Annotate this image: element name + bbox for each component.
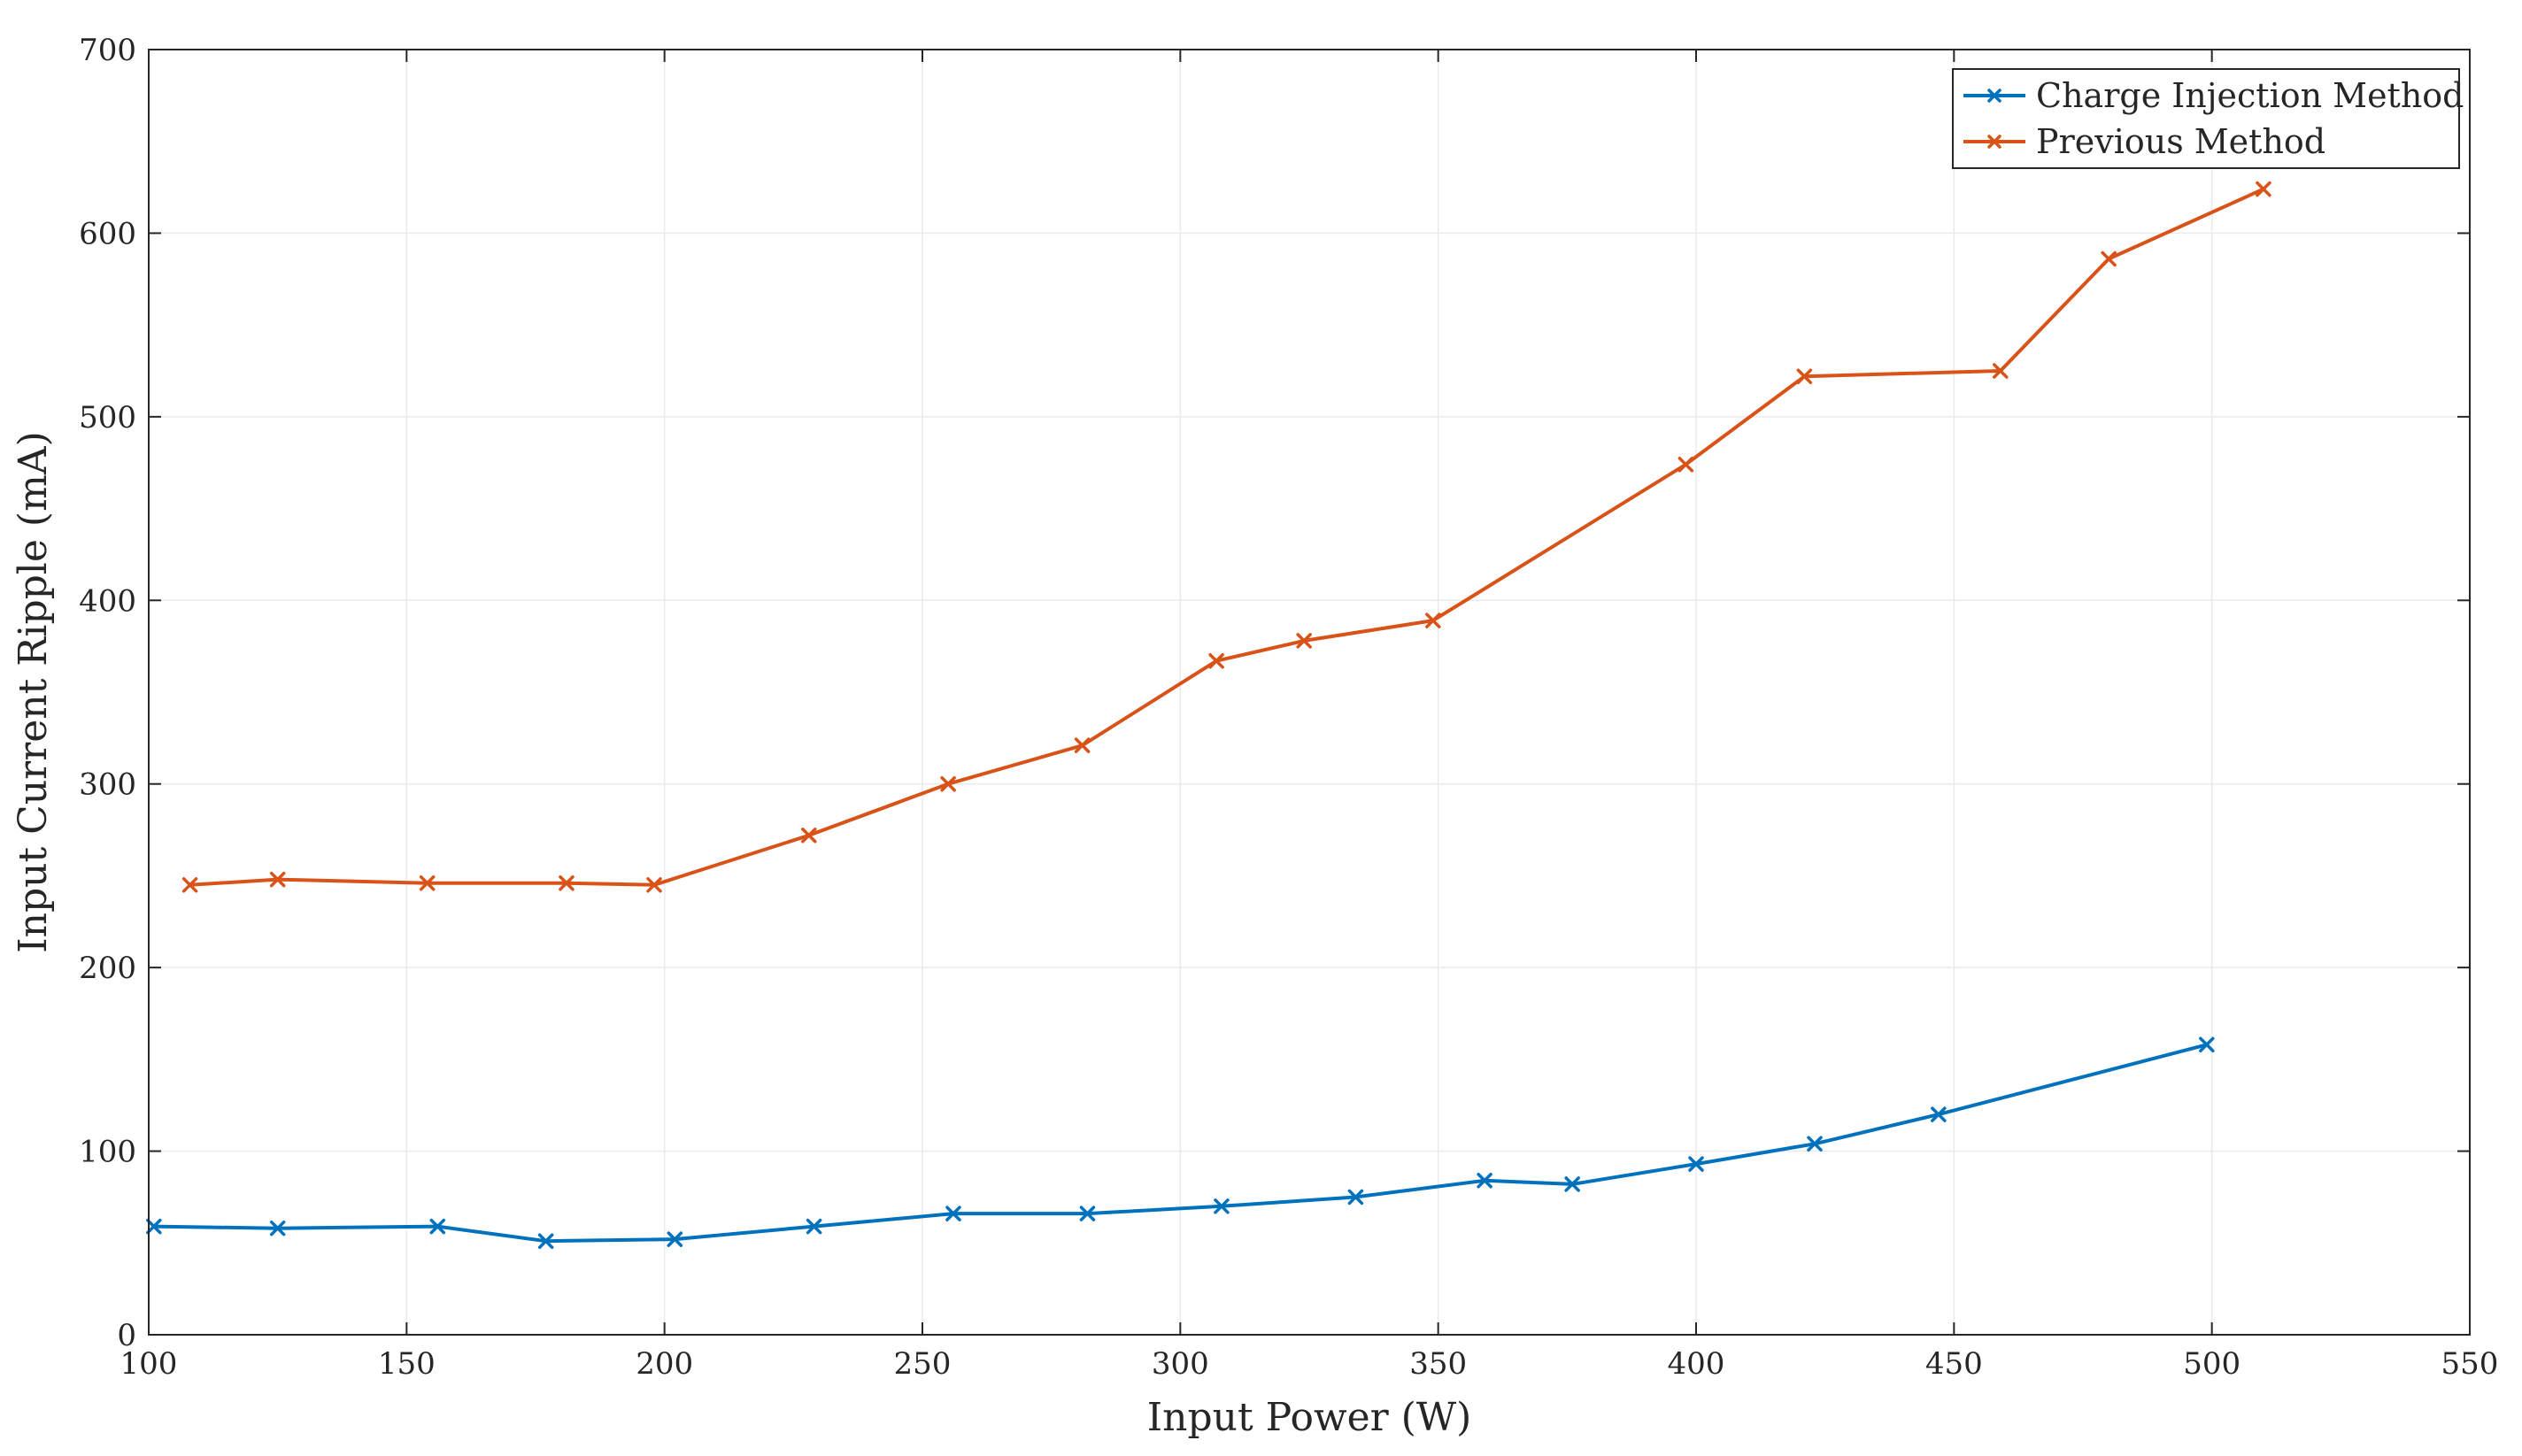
data-point-marker: [1296, 633, 1312, 649]
x-tick-label: 450: [1925, 1346, 1983, 1382]
x-tick-label: 150: [378, 1346, 436, 1382]
y-tick-label: 700: [79, 33, 136, 68]
data-point-marker: [537, 1233, 554, 1249]
data-point-marker: [940, 775, 956, 792]
data-point-marker: [1079, 1206, 1096, 1221]
legend-box: [1952, 68, 2460, 169]
data-point-marker: [1677, 457, 1694, 473]
y-tick-labels: 0 100 200 300 400 500 600 700: [79, 33, 136, 1353]
y-tick-label: 0: [117, 1318, 136, 1353]
data-point-marker: [429, 1218, 446, 1235]
legend: Charge Injection Method Previous Method: [1952, 68, 2464, 169]
y-tick-label: 200: [79, 951, 136, 986]
series-1: [146, 1036, 2215, 1249]
series-line: [153, 1043, 2208, 1244]
y-axis-label: Input Current Ripple (mA): [11, 431, 56, 952]
y-tick-label: 600: [79, 216, 136, 251]
data-point-marker: [667, 1231, 683, 1247]
data-point-marker: [419, 874, 436, 891]
data-point-marker: [1074, 737, 1091, 753]
data-point-marker: [2256, 181, 2271, 197]
axis-ticks: [148, 49, 2471, 1336]
data-series: [146, 181, 2271, 1249]
legend-label: Charge Injection Method: [2036, 76, 2464, 115]
data-point-marker: [1796, 368, 1813, 384]
legend-marker: [1987, 135, 2001, 149]
x-tick-label: 400: [1668, 1346, 1725, 1382]
data-point-marker: [269, 871, 286, 888]
x-tick-labels: 100 150 200 250 300 350 400 450 500 550: [120, 1346, 2499, 1382]
x-tick-label: 100: [120, 1346, 178, 1382]
y-tick-label: 300: [79, 767, 136, 803]
x-axis-label: Input Power (W): [1147, 1395, 1471, 1440]
x-tick-label: 200: [636, 1346, 693, 1382]
data-point-marker: [1807, 1136, 1823, 1152]
plot-area-frame: [148, 49, 2471, 1336]
data-point-marker: [1214, 1198, 1230, 1214]
data-point-marker: [1931, 1106, 1947, 1122]
x-tick-label: 500: [2183, 1346, 2240, 1382]
y-tick-label: 100: [79, 1135, 136, 1170]
legend-items: Charge Injection Method Previous Method: [1963, 76, 2464, 161]
legend-item: Charge Injection Method: [1963, 76, 2464, 115]
data-point-marker: [801, 828, 817, 844]
series-2: [181, 181, 2271, 893]
data-point-marker: [1993, 363, 2009, 379]
data-point-marker: [181, 877, 198, 893]
data-point-marker: [146, 1218, 162, 1235]
series-line: [189, 187, 2264, 887]
legend-label: Previous Method: [2036, 122, 2325, 161]
legend-item: Previous Method: [1963, 122, 2325, 161]
y-tick-label: 400: [79, 583, 136, 619]
data-point-marker: [646, 877, 662, 893]
data-point-marker: [1425, 612, 1441, 628]
data-point-marker: [806, 1218, 822, 1235]
data-point-marker: [2199, 1036, 2215, 1053]
x-tick-label: 300: [1152, 1346, 1209, 1382]
data-point-marker: [1477, 1173, 1492, 1189]
data-point-marker: [1208, 652, 1224, 669]
data-point-marker: [1564, 1176, 1580, 1192]
data-point-marker: [945, 1206, 961, 1221]
data-point-marker: [559, 874, 575, 891]
x-tick-label: 350: [1409, 1346, 1467, 1382]
y-tick-label: 500: [79, 400, 136, 435]
data-point-marker: [2101, 250, 2117, 267]
data-point-marker: [269, 1220, 286, 1236]
data-point-marker: [1688, 1156, 1704, 1172]
x-tick-label: 550: [2441, 1346, 2499, 1382]
legend-marker: [1987, 89, 2001, 103]
x-tick-label: 250: [894, 1346, 952, 1382]
data-point-marker: [1347, 1189, 1364, 1206]
